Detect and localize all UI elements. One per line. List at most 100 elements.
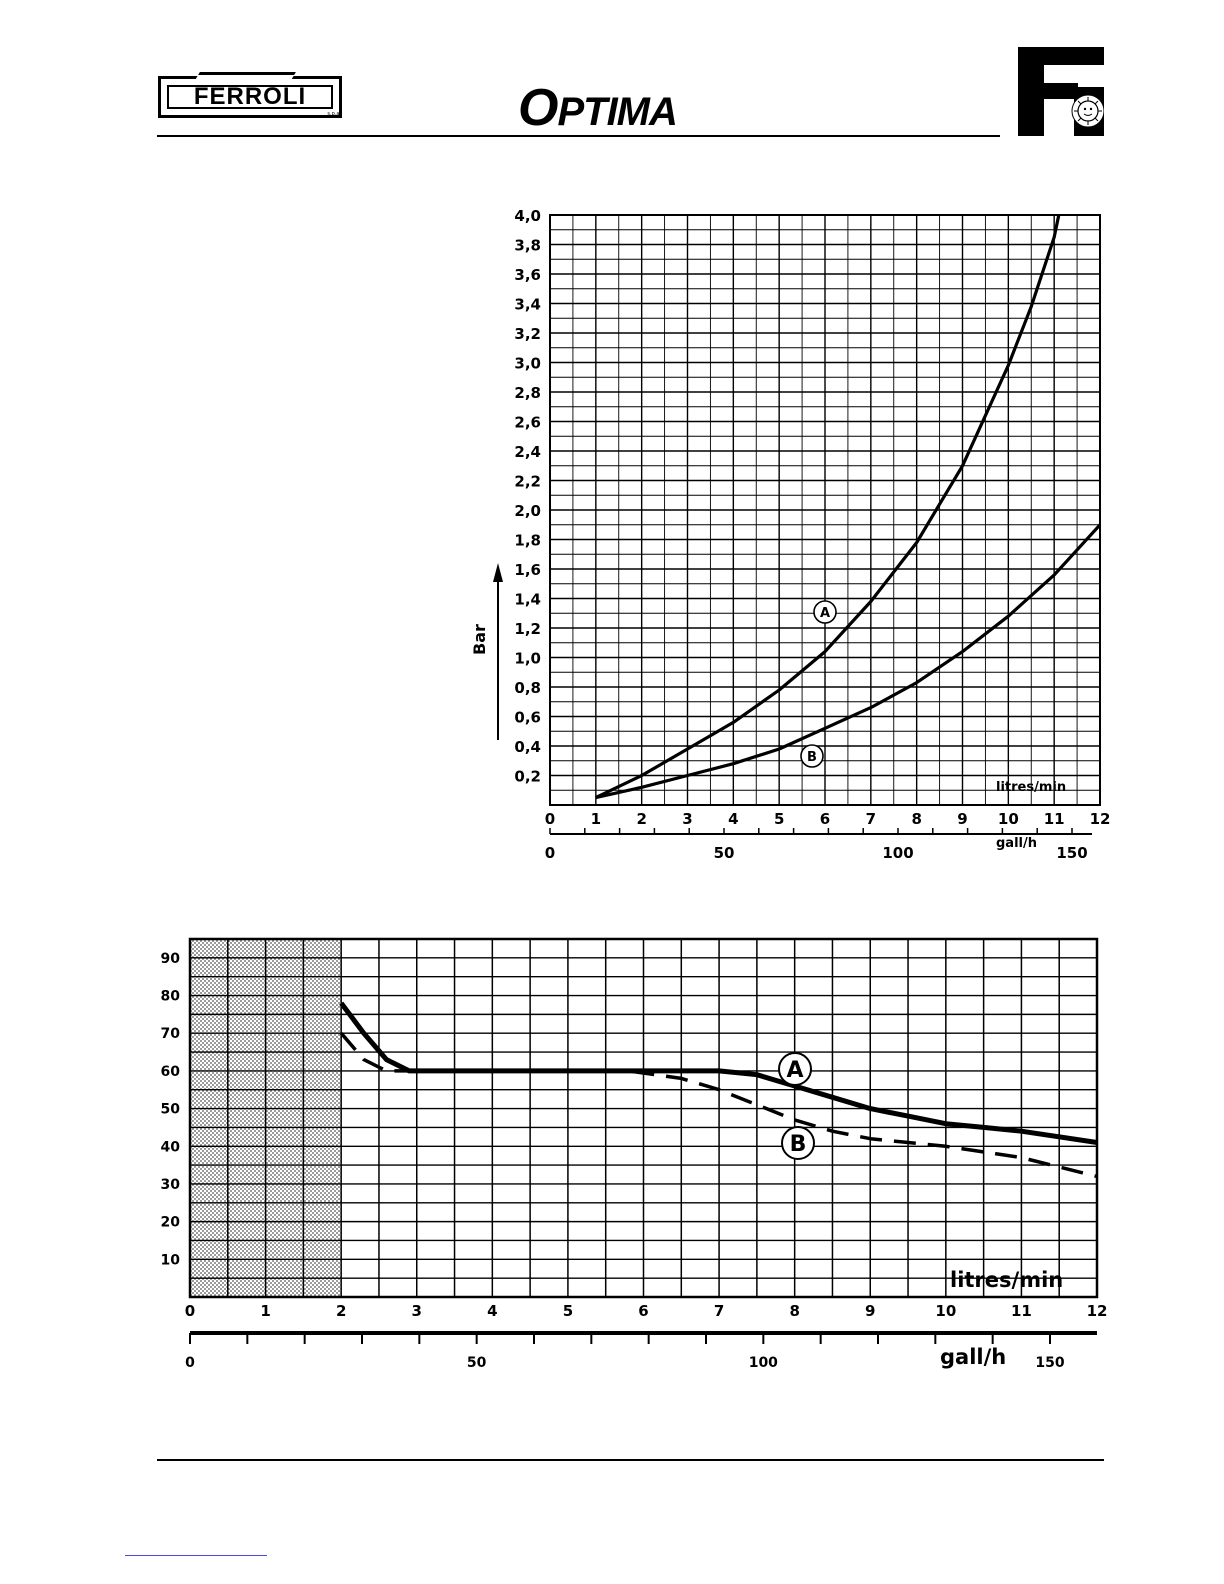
chart2-series-label: A	[786, 1058, 803, 1083]
chart1-x-tick-label: 11	[1044, 810, 1065, 828]
chart2-x-tick-label: 4	[487, 1302, 497, 1320]
ferroli-logo: FERROLI s.p.a.	[158, 72, 342, 118]
y-axis-arrow-icon	[493, 563, 503, 740]
chart1-x-tick-label: 4	[728, 810, 738, 828]
chart1-y-axis-label: Bar	[470, 624, 489, 655]
chart2-x2-axis-label: gall/h	[940, 1345, 1006, 1369]
chart2-x2-tick-label: 50	[467, 1355, 487, 1371]
chart1-series-label-marker	[800, 744, 824, 768]
chart1-x2-tick-label: 0	[545, 844, 555, 862]
chart2-y-tick-label: 80	[161, 989, 181, 1005]
chart2-x-axis-label: litres/min	[950, 1268, 1063, 1292]
chart2-x2-tick-label: 100	[749, 1355, 778, 1371]
chart1-y-tick-label: 0,4	[514, 738, 541, 756]
chart1-x-tick-label: 8	[911, 810, 921, 828]
chart2-y-tick-label: 30	[161, 1177, 181, 1193]
chart2-x-tick-label: 6	[638, 1302, 648, 1320]
chart2-x-tick-label: 0	[185, 1302, 195, 1320]
chart1-x-tick-label: 6	[820, 810, 830, 828]
header-rule	[157, 135, 1000, 137]
chart2-x2-tick-label: 150	[1035, 1355, 1064, 1371]
chart2-series-label-marker	[781, 1126, 815, 1160]
chart2-x-tick-label: 1	[260, 1302, 270, 1320]
chart2-series-label: B	[790, 1132, 807, 1157]
chart1-x-tick-label: 1	[591, 810, 601, 828]
chart1-y-tick-label: 2,4	[514, 443, 541, 461]
chart2-x-tick-label: 9	[865, 1302, 875, 1320]
chart2-x-tick-label: 11	[1011, 1302, 1032, 1320]
ferroli-f-sun-emblem-icon	[1018, 47, 1104, 136]
chart1-y-tick-label: 1,6	[514, 561, 541, 579]
chart1-series-label-marker	[813, 600, 837, 624]
chart1-x-tick-label: 5	[774, 810, 784, 828]
footer-underline	[125, 1555, 267, 1556]
chart2-x-tick-label: 3	[412, 1302, 422, 1320]
chart2-y-tick-label: 10	[161, 1252, 181, 1268]
ferroli-wordmark: FERROLI	[167, 83, 333, 110]
ferroli-suffix: s.p.a.	[327, 111, 341, 117]
chart2-y-tick-label: 50	[161, 1102, 181, 1118]
footer-rule	[157, 1459, 1104, 1461]
optima-logo-initial: O	[518, 79, 558, 137]
chart2-x-tick-label: 2	[336, 1302, 346, 1320]
chart1-series-A	[595, 214, 1061, 800]
chart1-y-tick-label: 3,0	[514, 355, 541, 373]
chart1-y-tick-label: 4,0	[514, 207, 541, 225]
chart1-x-tick-label: 2	[636, 810, 646, 828]
chart1-x2-tick-label: 150	[1056, 844, 1087, 862]
chart1-x2-tick-label: 100	[882, 844, 913, 862]
chart1-y-tick-label: 2,2	[514, 473, 541, 491]
chart2-y-tick-label: 90	[161, 951, 181, 967]
chart1-y-tick-label: 1,0	[514, 650, 541, 668]
chart1-series-B	[595, 523, 1102, 800]
chart2-x-tick-label: 12	[1087, 1302, 1108, 1320]
chart1-y-tick-label: 2,6	[514, 414, 541, 432]
chart2-series-A	[339, 1001, 1098, 1145]
chart1-y-tick-label: 3,4	[514, 296, 541, 314]
optima-logo: OPTIMA	[518, 78, 678, 138]
chart1-y-tick-label: 1,8	[514, 532, 541, 550]
chart2-shaded-region	[190, 939, 342, 1297]
chart1-x-tick-label: 12	[1090, 810, 1111, 828]
chart1-y-tick-label: 0,6	[514, 709, 541, 727]
chart2-y-tick-label: 40	[161, 1139, 181, 1155]
chart2-x-tick-label: 10	[935, 1302, 956, 1320]
chart2-y-tick-label: 20	[161, 1215, 181, 1231]
chart1-y-tick-label: 1,2	[514, 620, 541, 638]
pressure-flow-chart: AB 0,20,40,60,81,01,21,41,61,82,02,22,42…	[470, 207, 1110, 862]
chart1-series-label: B	[807, 750, 817, 765]
chart1-labels: 0,2 0,4 0,6 0,8 1,0 1,2 1,4 1,6 1,8 2,0 2,2 2,4 2,6 2…	[514, 207, 1110, 862]
chart1-x-tick-label: 0	[545, 810, 555, 828]
chart1-x2-tick-label: 50	[714, 844, 735, 862]
chart2-x-tick-label: 5	[563, 1302, 573, 1320]
chart2-x-tick-label: 7	[714, 1302, 724, 1320]
chart2-shaded-rect	[190, 939, 342, 1297]
chart2-grid	[188, 937, 1099, 1299]
chart1-x-axis-label: litres/min	[996, 780, 1066, 795]
chart1-y-tick-label: 3,6	[514, 266, 541, 284]
chart2-series: AB	[339, 1001, 1098, 1179]
chart1-x-tick-label: 3	[682, 810, 692, 828]
chart1-y-tick-label: 2,8	[514, 384, 541, 402]
chart2-x2-tick-label: 0	[185, 1355, 195, 1371]
chart2-series-label-marker	[778, 1052, 812, 1086]
chart1-y-tick-label: 1,4	[514, 591, 541, 609]
page-header: FERROLI s.p.a. OPTIMA	[0, 0, 1224, 150]
chart1-y-tick-label: 2,0	[514, 502, 541, 520]
optima-logo-rest: PTIMA	[557, 90, 677, 134]
chart2-x-tick-label: 8	[789, 1302, 799, 1320]
chart1-series: AB	[595, 214, 1102, 800]
chart1-x-tick-label: 10	[998, 810, 1019, 828]
chart1-grid	[549, 214, 1101, 806]
chart1-series-label: A	[820, 606, 830, 621]
chart2-y-tick-label: 60	[161, 1064, 181, 1080]
chart1-x-tick-label: 9	[957, 810, 967, 828]
chart2-series-B	[339, 1032, 1098, 1179]
chart1-y-tick-label: 0,2	[514, 768, 541, 786]
chart1-x2-axis-label: gall/h	[996, 836, 1037, 851]
chart1-x-tick-label: 7	[866, 810, 876, 828]
chart1-frame	[549, 214, 1101, 806]
chart1-y-tick-label: 0,8	[514, 679, 541, 697]
chart2-frame	[188, 937, 1099, 1299]
